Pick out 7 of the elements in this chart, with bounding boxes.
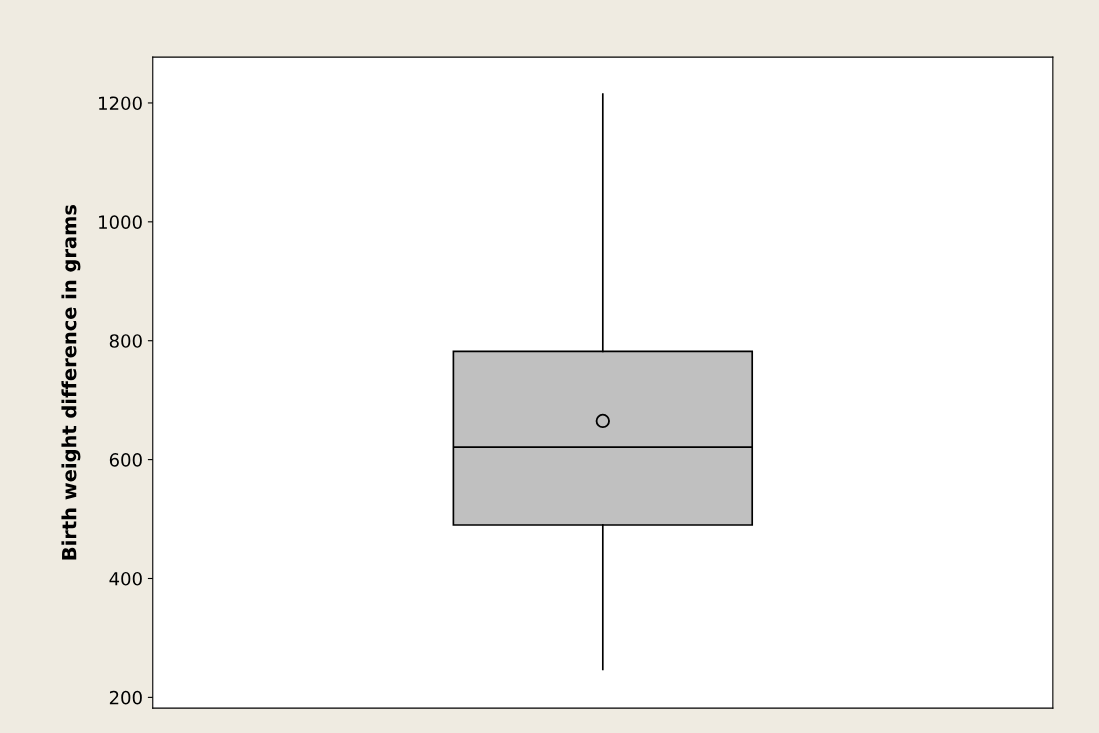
y-tick-label: 800 — [109, 334, 142, 348]
y-tick-label: 200 — [109, 690, 142, 705]
y-axis-title: Birth weight difference in grams — [61, 204, 81, 560]
y-tick-label: 1000 — [99, 215, 142, 229]
y-tick-label: 1200 — [99, 96, 142, 111]
y-tick-label: 600 — [109, 453, 142, 467]
y-tick-label: 400 — [109, 571, 142, 586]
